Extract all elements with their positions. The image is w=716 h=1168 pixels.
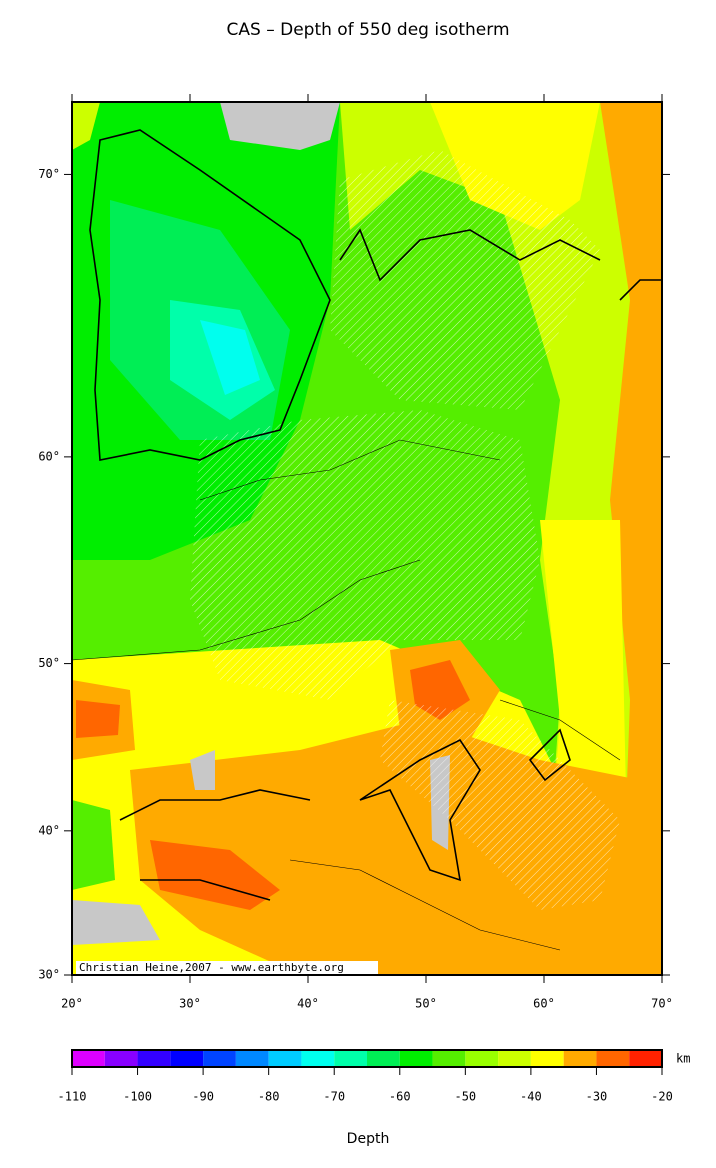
colorbar-bin (530, 1050, 564, 1067)
colorbar-tick-label: -60 (389, 1090, 411, 1104)
colorbar-tick-label: -100 (123, 1090, 152, 1104)
y-tick-label: 70° (38, 167, 60, 181)
y-tick-label: 60° (38, 449, 60, 463)
colorbar-tick-label: -30 (586, 1090, 608, 1104)
colorbar-bin (104, 1050, 138, 1067)
colorbar-frame (71, 1049, 663, 1068)
y-tick-label: 40° (38, 823, 60, 837)
colorbar-bin (235, 1050, 269, 1067)
colorbar-tick-label: -110 (58, 1090, 87, 1104)
colorbar-bin (563, 1050, 597, 1067)
colorbar-tick-label: -80 (258, 1090, 280, 1104)
x-tick-label: 30° (179, 997, 201, 1011)
colorbar-bin (465, 1050, 499, 1067)
colorbar-bin (629, 1050, 662, 1067)
colorbar-bin (72, 1050, 105, 1067)
colorbar-tick-label: -50 (454, 1090, 476, 1104)
credit: Christian Heine,2007 - www.earthbyte.org (79, 961, 344, 974)
map-field (72, 102, 662, 975)
x-tick-label: 20° (61, 997, 83, 1011)
colorbar-bin (498, 1050, 531, 1067)
x-tick-label: 40° (297, 997, 319, 1011)
colorbar-tick-label: -70 (323, 1090, 345, 1104)
colorbar-tick-label: -20 (651, 1090, 673, 1104)
y-tick-label: 30° (38, 968, 60, 982)
chart-title: CAS – Depth of 550 deg isotherm (227, 20, 510, 40)
colorbar-bin (334, 1050, 367, 1067)
colorbar-bin (367, 1050, 400, 1067)
colorbar-bin (399, 1050, 433, 1067)
colorbar-bin (268, 1050, 302, 1067)
colorbar-bin (432, 1050, 466, 1067)
colorbar-bin (596, 1050, 630, 1067)
colorbar-tick-label: -90 (192, 1090, 214, 1104)
colorbar-bin (137, 1050, 171, 1067)
colorbar-tick-label: -40 (520, 1090, 542, 1104)
x-tick-label: 70° (651, 997, 673, 1011)
colorbar-label: Depth (347, 1131, 390, 1147)
x-tick-label: 50° (415, 997, 437, 1011)
colorbar-bin (301, 1050, 335, 1067)
credit-box (76, 961, 378, 974)
map-frame (71, 101, 663, 976)
colorbar-bin (170, 1050, 204, 1067)
y-tick-label: 50° (38, 656, 60, 670)
colorbar-unit: km (676, 1052, 690, 1066)
x-tick-label: 60° (533, 997, 555, 1011)
colorbar-bin (203, 1050, 236, 1067)
